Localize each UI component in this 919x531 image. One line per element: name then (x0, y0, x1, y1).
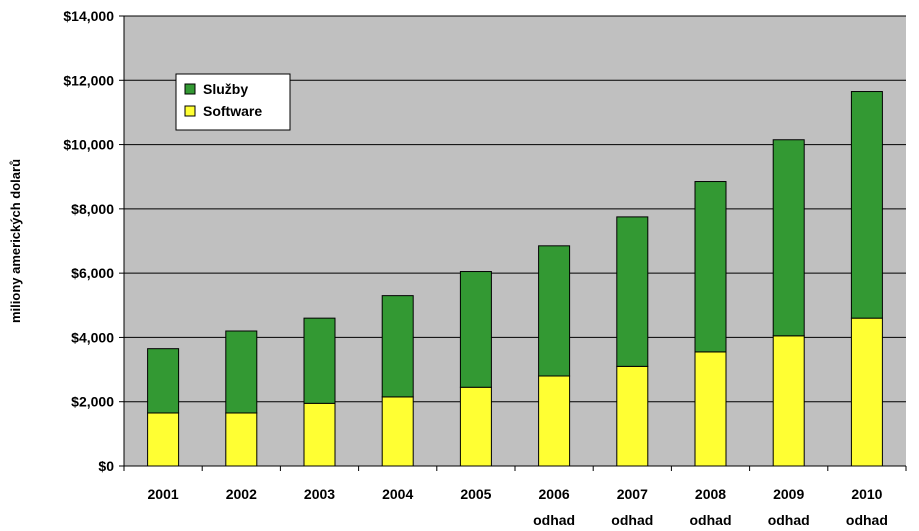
legend-swatch (184, 83, 196, 95)
x-tick-label: 2008 (695, 486, 726, 502)
y-tick-label: $6,000 (71, 265, 114, 281)
bar-software-2010 (850, 317, 883, 467)
x-tick-label: 2001 (148, 486, 179, 502)
x-tick-label: 2003 (304, 486, 335, 502)
bar-software-2007 (616, 365, 649, 467)
y-tick-label: $12,000 (63, 72, 114, 88)
legend-label: Software (203, 103, 262, 119)
y-tick-label: $8,000 (71, 201, 114, 217)
y-tick-label: $4,000 (71, 329, 114, 345)
bar-software-2001 (147, 412, 180, 467)
bar-sluzby-2010 (850, 91, 883, 319)
bar-software-2009 (772, 335, 805, 467)
y-axis: $0 $2,000 $4,000 $6,000 $8,000 $10,000 $12,000… (63, 8, 125, 474)
x-tick-label: 2004 (382, 486, 413, 502)
bar-sluzby-2007 (616, 216, 649, 367)
x-tick-label: 2005 (460, 486, 491, 502)
bar-sluzby-2003 (303, 317, 336, 404)
x-tick-sublabel: odhad (846, 512, 888, 528)
bar-software-2005 (459, 386, 492, 467)
legend-box (175, 73, 291, 131)
legend-label: Služby (203, 81, 248, 97)
x-axis: 2001 2002 2003 2004 2005 2006 odhad 2007 odhad 20… (123, 465, 907, 528)
bar-software-2003 (303, 402, 336, 467)
x-tick-sublabel: odhad (690, 512, 732, 528)
x-tick-sublabel: odhad (768, 512, 810, 528)
y-tick-label: $2,000 (71, 394, 114, 410)
bar-sluzby-2005 (459, 271, 492, 388)
y-tick-label: $14,000 (63, 8, 114, 24)
bar-sluzby-2002 (225, 330, 258, 414)
y-tick-label: $10,000 (63, 137, 114, 153)
bar-sluzby-2006 (538, 245, 571, 377)
x-tick-label: 2002 (226, 486, 257, 502)
y-axis-label: miliony amerických dolarů (8, 159, 23, 323)
bar-software-2002 (225, 412, 258, 467)
legend-swatch (184, 105, 196, 117)
bar-software-2006 (538, 375, 571, 467)
bar-sluzby-2001 (147, 348, 180, 414)
bar-sluzby-2008 (694, 181, 727, 353)
x-tick-sublabel: odhad (611, 512, 653, 528)
bar-software-2004 (381, 396, 414, 467)
x-tick-label: 2009 (773, 486, 804, 502)
x-tick-label: 2007 (617, 486, 648, 502)
legend: Služby Software (175, 73, 291, 131)
bar-sluzby-2009 (772, 139, 805, 337)
bar-software-2008 (694, 351, 727, 467)
x-tick-label: 2006 (539, 486, 570, 502)
bar-sluzby-2004 (381, 295, 414, 398)
x-tick-label: 2010 (851, 486, 882, 502)
y-tick-label: $0 (98, 458, 114, 474)
x-tick-sublabel: odhad (533, 512, 575, 528)
